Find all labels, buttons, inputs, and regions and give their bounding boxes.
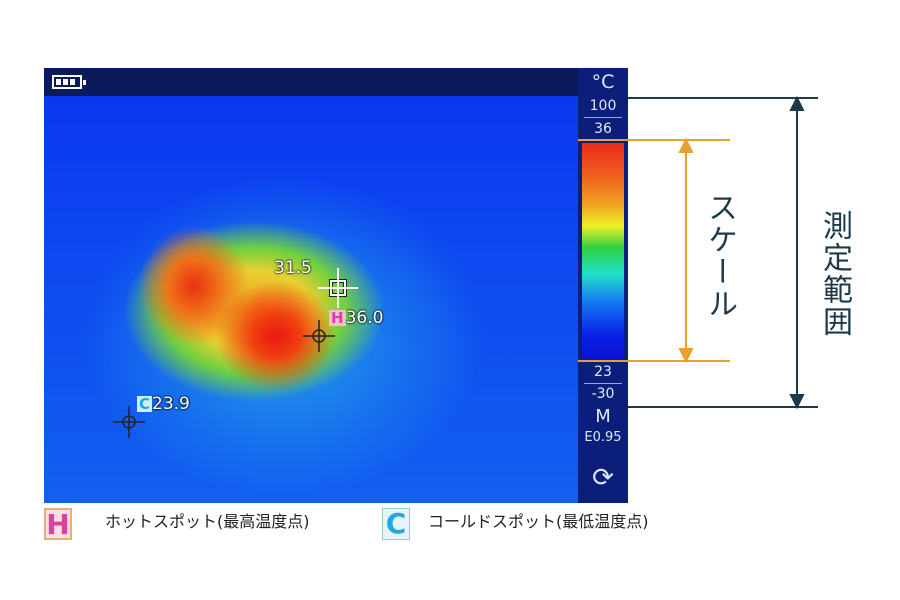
cold-legend-icon: C — [382, 508, 410, 540]
status-bar — [44, 68, 578, 96]
color-scale-bar — [582, 143, 624, 361]
cold-badge: C — [137, 395, 153, 413]
battery-icon — [52, 75, 86, 89]
hot-legend-icon: H — [44, 508, 72, 540]
thermal-image — [44, 96, 578, 503]
hot-badge: H — [329, 309, 346, 327]
hot-temp: 36.0 — [345, 308, 384, 328]
range-max: 100 — [589, 98, 617, 114]
mode-label: M — [595, 406, 611, 427]
scale-max: 36 — [594, 121, 612, 137]
emissivity-label: E0.95 — [584, 430, 622, 445]
range-annotation: 測定範囲 — [817, 210, 852, 338]
scale-annotation: スケール — [702, 192, 737, 320]
scale-min: 23 — [594, 364, 612, 380]
center-crosshair-icon — [318, 268, 358, 308]
refresh-icon[interactable]: ⟳ — [592, 463, 614, 493]
cold-spot-label: C 23.9 — [137, 394, 190, 414]
center-temp: 31.5 — [274, 258, 312, 278]
hot-legend-label: ホットスポット(最高温度点) — [105, 512, 310, 531]
cold-temp: 23.9 — [152, 394, 190, 414]
range-min: -30 — [591, 386, 615, 402]
hot-crosshair-icon — [303, 320, 335, 352]
unit-label: °C — [591, 71, 615, 93]
cold-crosshair-icon — [113, 406, 145, 438]
hot-spot-label: H 36.0 — [329, 308, 383, 328]
crosshairs — [113, 268, 358, 438]
cold-legend-label: コールドスポット(最低温度点) — [428, 512, 649, 531]
